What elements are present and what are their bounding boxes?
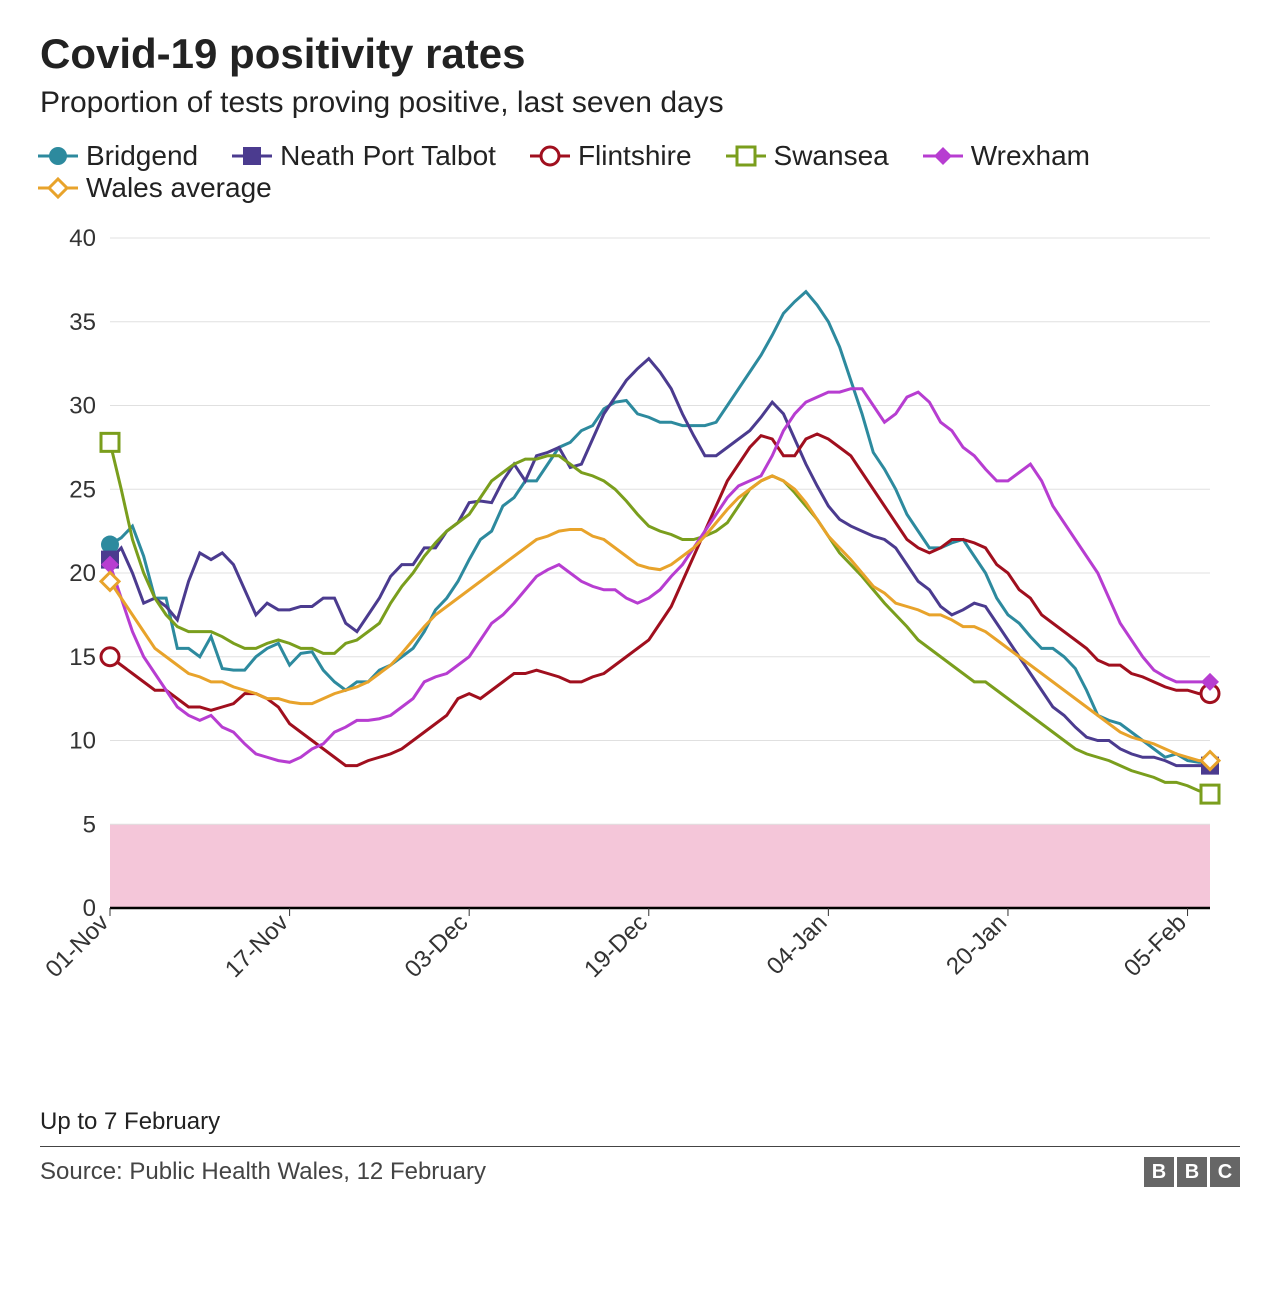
legend-item: Neath Port Talbot: [234, 140, 496, 172]
legend-label: Neath Port Talbot: [280, 140, 496, 172]
legend-marker: [532, 147, 568, 165]
legend-label: Wales average: [86, 172, 272, 204]
legend-item: Wales average: [40, 172, 272, 204]
legend-label: Bridgend: [86, 140, 198, 172]
x-tick-label: 01-Nov: [40, 909, 114, 983]
x-tick-label: 04-Jan: [762, 909, 833, 980]
chart-title: Covid-19 positivity rates: [40, 30, 1240, 78]
legend-item: Flintshire: [532, 140, 692, 172]
chart-subtitle: Proportion of tests proving positive, la…: [40, 86, 1240, 120]
series-marker: [101, 648, 119, 666]
logo-letter: B: [1177, 1157, 1207, 1187]
shaded-band: [110, 824, 1210, 908]
series-marker: [1201, 785, 1219, 803]
x-tick-label: 20-Jan: [941, 909, 1012, 980]
y-tick-label: 25: [69, 476, 96, 503]
y-tick-label: 10: [69, 728, 96, 755]
legend-item: Wrexham: [925, 140, 1090, 172]
x-tick-label: 17-Nov: [220, 909, 294, 983]
y-tick-label: 20: [69, 560, 96, 587]
y-tick-label: 15: [69, 644, 96, 671]
chart-source: Source: Public Health Wales, 12 February: [40, 1158, 486, 1186]
legend: Bridgend Neath Port Talbot Flintshire Sw…: [40, 140, 1240, 204]
y-tick-label: 5: [83, 811, 96, 838]
legend-label: Swansea: [774, 140, 889, 172]
y-tick-label: 30: [69, 393, 96, 420]
source-row: Source: Public Health Wales, 12 February…: [40, 1157, 1240, 1187]
x-tick-label: 05-Feb: [1119, 909, 1192, 982]
logo-letter: C: [1210, 1157, 1240, 1187]
legend-label: Wrexham: [971, 140, 1090, 172]
legend-marker: [925, 147, 961, 165]
legend-label: Flintshire: [578, 140, 692, 172]
chart-area: 051015202530354001-Nov17-Nov03-Dec19-Dec…: [40, 228, 1220, 1008]
y-tick-label: 35: [69, 309, 96, 336]
legend-item: Bridgend: [40, 140, 198, 172]
y-tick-label: 40: [69, 225, 96, 252]
x-tick-label: 19-Dec: [579, 909, 653, 983]
bbc-logo: BBC: [1144, 1157, 1240, 1187]
chart-note: Up to 7 February: [40, 1108, 1240, 1147]
series-line: [110, 434, 1210, 766]
x-tick-label: 03-Dec: [400, 909, 474, 983]
chart-footer: Up to 7 February Source: Public Health W…: [40, 1108, 1240, 1187]
legend-marker: [234, 147, 270, 165]
legend-marker: [728, 147, 764, 165]
series-line: [110, 292, 1210, 763]
legend-item: Swansea: [728, 140, 889, 172]
logo-letter: B: [1144, 1157, 1174, 1187]
legend-marker: [40, 147, 76, 165]
series-marker: [101, 433, 119, 451]
legend-marker: [40, 179, 76, 197]
line-chart-svg: 051015202530354001-Nov17-Nov03-Dec19-Dec…: [40, 228, 1220, 1008]
